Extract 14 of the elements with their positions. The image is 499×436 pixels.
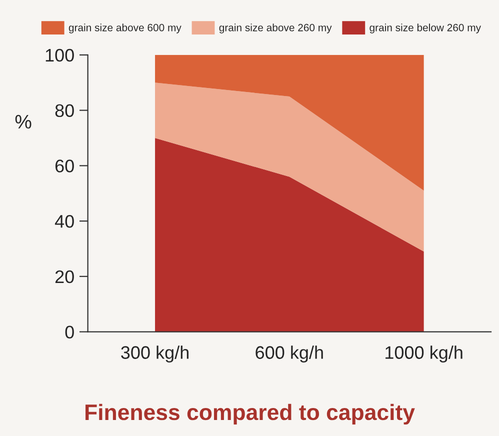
x-tick-label: 300 kg/h bbox=[121, 346, 188, 363]
x-tick-label: 1000 kg/h bbox=[386, 346, 462, 363]
y-tick-label: 60 bbox=[55, 160, 74, 172]
legend-label: grain size above 600 my bbox=[68, 24, 182, 34]
y-tick-label: 40 bbox=[54, 214, 74, 228]
y-axis-title: % bbox=[15, 114, 32, 129]
y-tick-label: 100 bbox=[46, 48, 74, 62]
y-tick-label: 80 bbox=[55, 104, 74, 118]
x-tick-label: 600 kg/h bbox=[256, 346, 323, 363]
y-tick-label: 20 bbox=[55, 270, 74, 284]
legend-label: grain size above 260 my bbox=[219, 24, 332, 34]
text: Fineness compared to capacity bbox=[86, 404, 415, 425]
y-tick-label: 0 bbox=[65, 326, 74, 339]
legend-label: grain size below 260 my bbox=[370, 24, 481, 34]
